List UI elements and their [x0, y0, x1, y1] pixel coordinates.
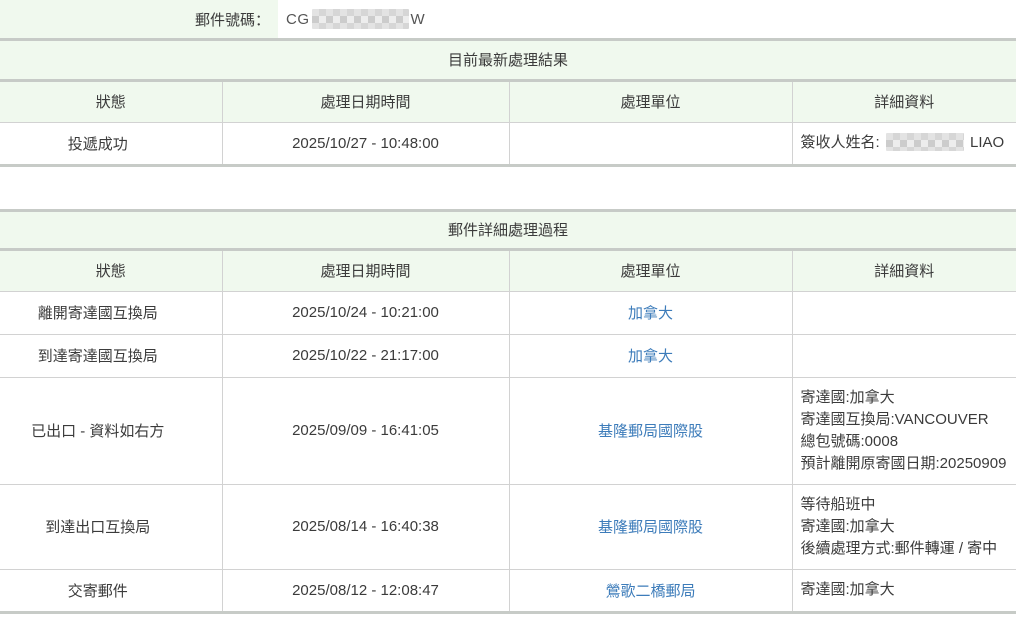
unit-cell: [508, 122, 792, 167]
section-gap: [0, 166, 1016, 209]
history-table: 郵件詳細處理過程 狀態 處理日期時間 處理單位 詳細資料 離開寄達國互換局 20…: [0, 208, 1016, 614]
column-header-detail: 詳細資料: [791, 80, 1016, 123]
detail-line: 預計離開原寄國日期:20250909: [800, 454, 1007, 472]
table-row: 到達寄達國互換局 2025/10/22 - 21:17:00 加拿大: [0, 334, 1016, 378]
detail-line: 後續處理方式:郵件轉運 / 寄中: [800, 539, 998, 557]
table-row: 離開寄達國互換局 2025/10/24 - 10:21:00 加拿大: [0, 291, 1016, 335]
detail-line: 寄達國互換局:VANCOUVER: [800, 410, 989, 428]
table-header-row: 狀態 處理日期時間 處理單位 詳細資料: [0, 80, 1016, 123]
column-header-status: 狀態: [0, 80, 222, 123]
datetime-cell: 2025/10/22 - 21:17:00: [221, 334, 509, 378]
table-row: 到達出口互換局 2025/08/14 - 16:40:38 基隆郵局國際股 等待…: [0, 484, 1016, 570]
detail-line: 等待船班中: [800, 495, 876, 513]
datetime-cell: 2025/08/14 - 16:40:38: [221, 484, 509, 570]
signee-name: LIAO: [970, 134, 1005, 151]
detail-line: 寄達國:加拿大: [800, 388, 895, 406]
table-row: 交寄郵件 2025/08/12 - 12:08:47 鶯歌二橋郵局 寄達國:加拿…: [0, 569, 1016, 614]
datetime-cell: 2025/09/09 - 16:41:05: [221, 377, 509, 485]
table-row: 已出口 - 資料如右方 2025/09/09 - 16:41:05 基隆郵局國際…: [0, 377, 1016, 485]
redacted-tracking-mosaic: [311, 9, 409, 29]
detail-cell: [791, 291, 1016, 335]
column-header-datetime: 處理日期時間: [221, 249, 509, 292]
mail-number-label: 郵件號碼：: [0, 0, 278, 38]
unit-cell: 基隆郵局國際股: [508, 377, 792, 485]
detail-line: 寄達國:加拿大: [800, 517, 895, 535]
detail-cell: [791, 334, 1016, 378]
detail-cell: 寄達國:加拿大 寄達國互換局:VANCOUVER 總包號碼:0008 預計離開原…: [791, 377, 1016, 485]
unit-link[interactable]: 加拿大: [627, 348, 673, 365]
unit-link[interactable]: 加拿大: [627, 305, 673, 322]
unit-link[interactable]: 鶯歌二橋郵局: [605, 582, 696, 600]
detail-cell: 等待船班中 寄達國:加拿大 後續處理方式:郵件轉運 / 寄中: [791, 484, 1016, 570]
latest-result-table: 目前最新處理結果 狀態 處理日期時間 處理單位 詳細資料 投遞成功 2025/1…: [0, 41, 1016, 167]
column-header-status: 狀態: [0, 249, 222, 292]
status-cell: 離開寄達國互換局: [0, 291, 222, 335]
status-cell: 到達出口互換局: [0, 484, 222, 570]
unit-cell: 加拿大: [508, 334, 792, 378]
column-header-unit: 處理單位: [508, 80, 792, 123]
status-cell: 投遞成功: [0, 122, 222, 167]
detail-cell: 寄達國:加拿大: [791, 569, 1016, 614]
unit-link[interactable]: 基隆郵局國際股: [597, 423, 703, 440]
table-row: 投遞成功 2025/10/27 - 10:48:00 簽收人姓名: LIAO: [0, 122, 1016, 167]
history-title: 郵件詳細處理過程: [0, 210, 1016, 251]
unit-cell: 鶯歌二橋郵局: [508, 569, 792, 614]
column-header-unit: 處理單位: [508, 249, 792, 292]
detail-line: 總包號碼:0008: [800, 432, 899, 450]
tracking-number-bar: 郵件號碼： CG W: [0, 0, 1016, 41]
column-header-datetime: 處理日期時間: [221, 80, 509, 123]
status-cell: 到達寄達國互換局: [0, 334, 222, 378]
signee-label: 簽收人姓名:: [800, 134, 880, 151]
status-cell: 已出口 - 資料如右方: [0, 377, 222, 485]
tracking-number-prefix: CG: [286, 10, 310, 28]
unit-cell: 加拿大: [508, 291, 792, 335]
table-header-row: 狀態 處理日期時間 處理單位 詳細資料: [0, 249, 1016, 292]
tracking-number-suffix: W: [410, 10, 426, 28]
datetime-cell: 2025/10/27 - 10:48:00: [221, 122, 509, 167]
column-header-detail: 詳細資料: [791, 249, 1016, 292]
unit-cell: 基隆郵局國際股: [508, 484, 792, 570]
latest-result-title: 目前最新處理結果: [0, 41, 1016, 82]
section-title-row: 郵件詳細處理過程: [0, 210, 1016, 251]
unit-link[interactable]: 基隆郵局國際股: [597, 519, 703, 536]
status-cell: 交寄郵件: [0, 569, 222, 614]
redacted-name-mosaic: [885, 133, 964, 151]
datetime-cell: 2025/10/24 - 10:21:00: [221, 291, 509, 335]
mail-number-value: CG W: [278, 0, 1016, 38]
datetime-cell: 2025/08/12 - 12:08:47: [221, 569, 509, 614]
section-title-row: 目前最新處理結果: [0, 41, 1016, 82]
detail-line: 寄達國:加拿大: [800, 581, 895, 598]
detail-cell: 簽收人姓名: LIAO: [791, 122, 1016, 167]
